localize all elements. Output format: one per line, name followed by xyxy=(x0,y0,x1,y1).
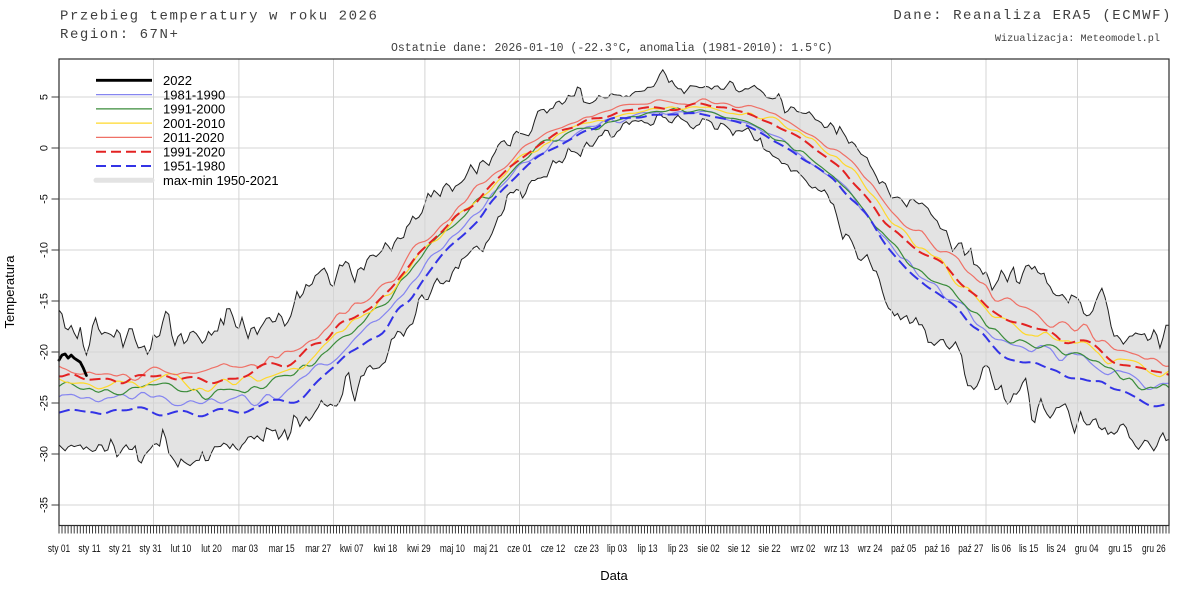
svg-text:lut 20: lut 20 xyxy=(201,543,222,555)
svg-text:cze 12: cze 12 xyxy=(541,543,566,555)
svg-text:sty 21: sty 21 xyxy=(109,543,131,555)
svg-text:paź 16: paź 16 xyxy=(925,543,950,555)
svg-text:cze 23: cze 23 xyxy=(574,543,599,555)
svg-text:Region: 67N+: Region: 67N+ xyxy=(60,27,179,43)
svg-text:kwi 07: kwi 07 xyxy=(340,543,364,555)
svg-text:gru 04: gru 04 xyxy=(1075,543,1099,555)
svg-text:gru 15: gru 15 xyxy=(1108,543,1132,555)
svg-text:paź 27: paź 27 xyxy=(958,543,983,555)
svg-text:lip 13: lip 13 xyxy=(638,543,658,555)
svg-text:0: 0 xyxy=(39,145,51,151)
svg-text:Temperatura: Temperatura xyxy=(2,255,17,329)
svg-text:max-min 1950-2021: max-min 1950-2021 xyxy=(163,173,279,188)
svg-text:mar 03: mar 03 xyxy=(232,543,258,555)
svg-text:wrz 02: wrz 02 xyxy=(790,543,815,555)
svg-text:lip 23: lip 23 xyxy=(668,543,688,555)
svg-text:sie 02: sie 02 xyxy=(697,543,719,555)
svg-text:2011-2020: 2011-2020 xyxy=(163,130,224,145)
svg-text:2022: 2022 xyxy=(163,73,192,88)
svg-text:wrz 13: wrz 13 xyxy=(824,543,849,555)
svg-text:Przebieg temperatury w roku 20: Przebieg temperatury w roku 2026 xyxy=(60,9,378,25)
svg-text:maj 21: maj 21 xyxy=(473,543,498,555)
svg-text:lis 15: lis 15 xyxy=(1019,543,1039,555)
svg-text:2001-2010: 2001-2010 xyxy=(163,116,225,131)
svg-text:1951-1980: 1951-1980 xyxy=(163,159,225,174)
svg-text:kwi 18: kwi 18 xyxy=(373,543,397,555)
svg-text:5: 5 xyxy=(39,94,51,100)
svg-text:-30: -30 xyxy=(39,446,51,462)
svg-text:-5: -5 xyxy=(39,194,51,204)
svg-text:lis 06: lis 06 xyxy=(992,543,1012,555)
svg-text:sie 22: sie 22 xyxy=(758,543,780,555)
svg-text:Ostatnie dane: 2026-01-10 (-22: Ostatnie dane: 2026-01-10 (-22.3°C, anom… xyxy=(391,42,833,55)
svg-text:paź 05: paź 05 xyxy=(891,543,916,555)
svg-text:lut 10: lut 10 xyxy=(171,543,192,555)
svg-text:Data: Data xyxy=(600,568,628,583)
svg-text:kwi 29: kwi 29 xyxy=(407,543,431,555)
svg-text:-35: -35 xyxy=(39,497,51,513)
svg-text:cze 01: cze 01 xyxy=(507,543,532,555)
svg-text:maj 10: maj 10 xyxy=(440,543,465,555)
svg-text:sty 11: sty 11 xyxy=(78,543,100,555)
svg-text:lip 03: lip 03 xyxy=(607,543,627,555)
svg-text:mar 27: mar 27 xyxy=(305,543,331,555)
svg-text:sty 01: sty 01 xyxy=(48,543,70,555)
svg-text:1981-1990: 1981-1990 xyxy=(163,87,225,102)
svg-text:1991-2000: 1991-2000 xyxy=(163,102,225,117)
svg-text:Wizualizacja: Meteomodel.pl: Wizualizacja: Meteomodel.pl xyxy=(995,33,1160,45)
svg-text:sie 12: sie 12 xyxy=(728,543,750,555)
svg-text:-25: -25 xyxy=(39,395,51,411)
svg-text:-10: -10 xyxy=(39,242,51,258)
svg-text:lis 24: lis 24 xyxy=(1046,543,1066,555)
svg-text:-15: -15 xyxy=(39,293,51,309)
svg-text:sty 31: sty 31 xyxy=(139,543,161,555)
svg-text:Dane: Reanaliza ERA5 (ECMWF): Dane: Reanaliza ERA5 (ECMWF) xyxy=(893,8,1172,24)
svg-text:-20: -20 xyxy=(39,344,51,360)
svg-text:gru 26: gru 26 xyxy=(1142,543,1166,555)
svg-text:mar 15: mar 15 xyxy=(269,543,295,555)
svg-text:wrz 24: wrz 24 xyxy=(857,543,882,555)
svg-text:1991-2020: 1991-2020 xyxy=(163,144,225,159)
